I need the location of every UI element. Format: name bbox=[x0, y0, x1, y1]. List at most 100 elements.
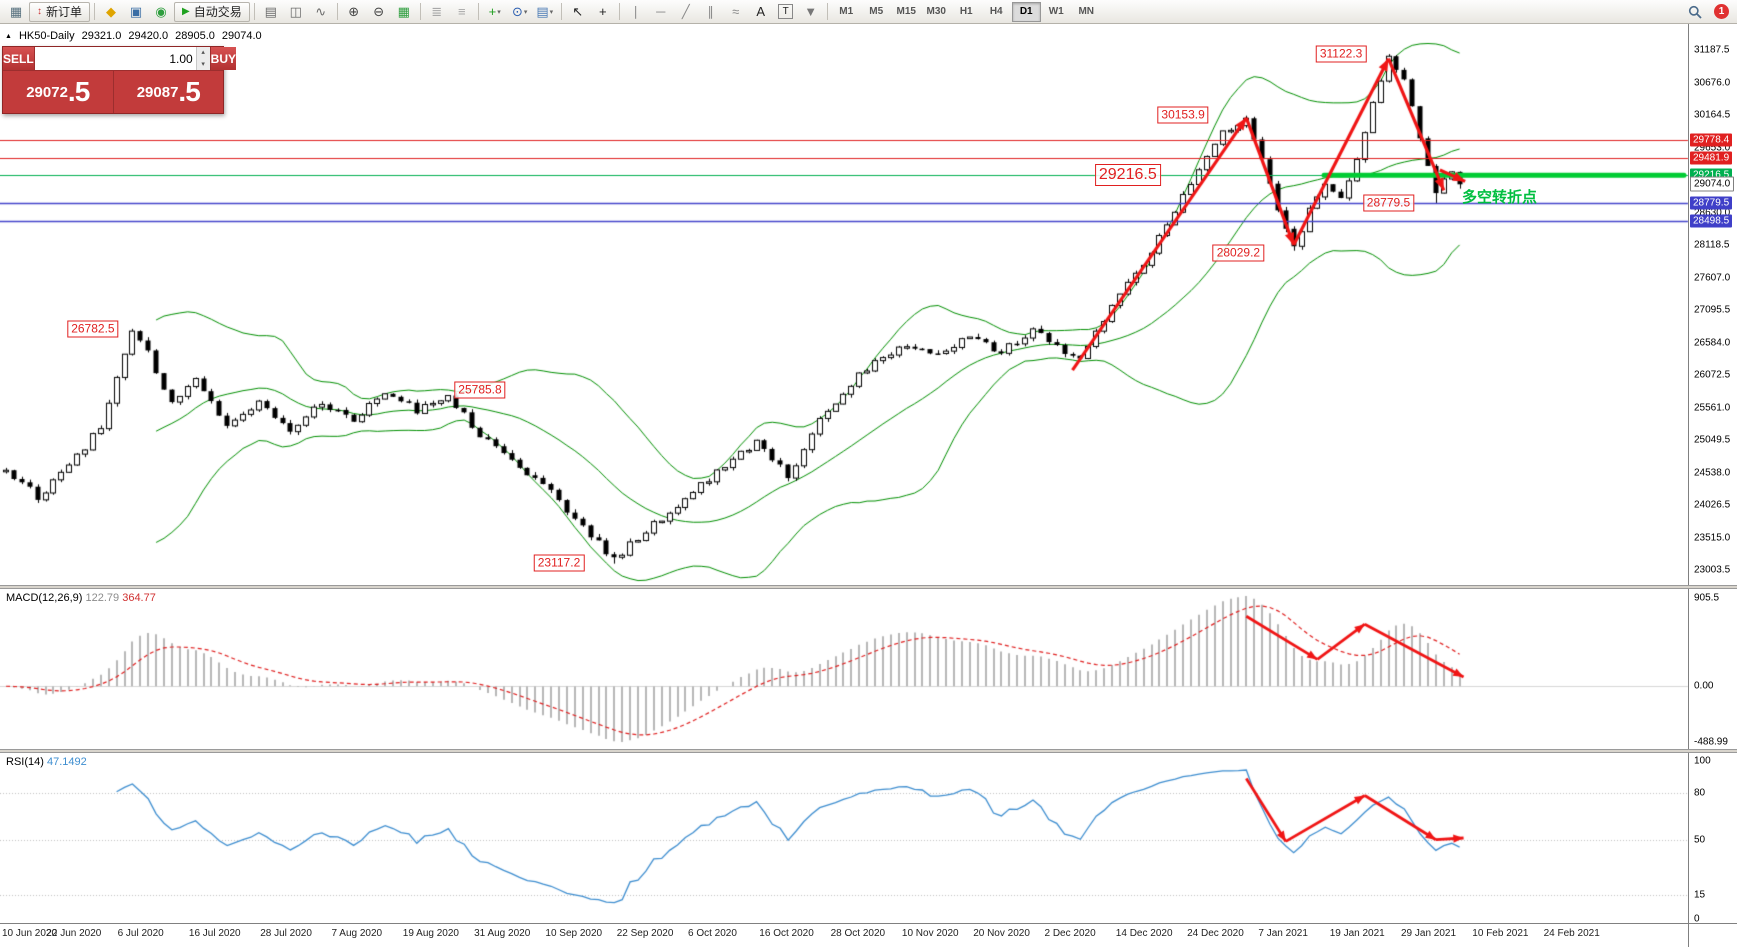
timeframe-h1[interactable]: H1 bbox=[959, 6, 973, 17]
time-axis-label: 24 Dec 2020 bbox=[1187, 928, 1244, 939]
price-annotation[interactable]: 26782.5 bbox=[67, 320, 119, 338]
timeframe-m1[interactable]: M1 bbox=[839, 6, 854, 17]
tile-windows-icon[interactable]: ▦ bbox=[397, 3, 410, 19]
sell-button[interactable]: SELL bbox=[3, 47, 34, 70]
timeframe-d1[interactable]: D1 bbox=[1011, 1, 1041, 22]
price-annotation[interactable]: 31122.3 bbox=[1315, 45, 1367, 63]
add-indicator-icon[interactable]: + ▾ bbox=[488, 4, 501, 19]
price-annotation[interactable]: 28779.5 bbox=[1362, 194, 1415, 212]
timeframe-mn[interactable]: MN bbox=[1078, 6, 1095, 17]
price-axis-label: 23515.0 bbox=[1694, 532, 1731, 544]
horizontal-line-icon[interactable]: ─ bbox=[656, 4, 666, 19]
timeframe-w1[interactable]: W1 bbox=[1048, 6, 1064, 17]
toolbar-separator bbox=[826, 3, 828, 20]
timeframe-m5[interactable]: M5 bbox=[869, 6, 884, 17]
timeframe-m30[interactable]: M30 bbox=[926, 6, 946, 17]
community-icon[interactable]: ◉ bbox=[155, 3, 167, 19]
rsi-axis-label: 15 bbox=[1694, 889, 1706, 901]
notification-badge[interactable]: 1 bbox=[1714, 4, 1729, 19]
autotrading-button[interactable]: ▶ 自动交易 bbox=[174, 1, 250, 22]
time-axis-label: 10 Jun 2020 bbox=[2, 928, 58, 939]
vertical-line-icon[interactable]: ∣ bbox=[632, 3, 639, 19]
price-axis-label: 28118.5 bbox=[1694, 239, 1730, 251]
time-axis-label: 10 Sep 2020 bbox=[545, 928, 603, 939]
price-axis-badge: 29074.0 bbox=[1690, 176, 1735, 192]
text-icon[interactable]: A bbox=[756, 4, 766, 19]
price-annotation[interactable]: 23117.2 bbox=[533, 554, 585, 572]
timeframe-h4[interactable]: H4 bbox=[989, 6, 1003, 17]
metaeditor-icon[interactable]: ◆ bbox=[106, 3, 117, 19]
buy-price[interactable]: 29087.5 bbox=[136, 76, 201, 107]
bar-chart-icon[interactable]: ▤ bbox=[264, 3, 277, 19]
volume-up-button[interactable]: ▴ bbox=[196, 47, 210, 59]
time-axis-label: 19 Jan 2021 bbox=[1329, 928, 1385, 939]
toolbar-separator bbox=[336, 3, 338, 20]
buy-button[interactable]: BUY bbox=[210, 47, 237, 70]
trade-panel-prices: 29072.5 29087.5 bbox=[3, 71, 223, 113]
price-axis-badge: 29481.9 bbox=[1690, 151, 1733, 165]
chart-window-icon[interactable]: ▦ bbox=[9, 3, 23, 19]
time-axis-label: 28 Oct 2020 bbox=[830, 928, 886, 939]
fibonacci-icon[interactable]: ≈ bbox=[732, 4, 740, 19]
shapes-icon[interactable]: ▼ bbox=[804, 4, 818, 19]
zoom-out-icon[interactable]: ⊖ bbox=[373, 3, 385, 19]
price-axis-label: 24538.0 bbox=[1694, 467, 1731, 479]
crosshair-icon[interactable]: + bbox=[598, 4, 607, 19]
sell-price[interactable]: 29072.5 bbox=[3, 71, 114, 113]
price-axis-label: 26072.5 bbox=[1694, 369, 1731, 381]
price-annotation[interactable]: 30153.9 bbox=[1157, 106, 1209, 124]
cursor-icon[interactable]: ↖ bbox=[572, 3, 584, 19]
price-axis-label: 31187.5 bbox=[1694, 44, 1730, 56]
search-icon[interactable] bbox=[1683, 1, 1707, 23]
toolbar-separator bbox=[94, 3, 96, 20]
chevron-down-icon: ▾ bbox=[523, 8, 528, 16]
timeframe-m15[interactable]: M15 bbox=[896, 6, 916, 17]
price-axis-label: 30676.0 bbox=[1694, 77, 1731, 88]
new-order-button[interactable]: ↕ 新订单 bbox=[29, 1, 91, 22]
timeframe-clock-icon[interactable]: ⊙ ▾ bbox=[512, 3, 528, 19]
time-axis-label: 6 Oct 2020 bbox=[688, 928, 737, 939]
price-axis-label: 24026.5 bbox=[1694, 499, 1731, 511]
macd-axis-label: -488.99 bbox=[1694, 736, 1728, 748]
autotrading-button-label: 自动交易 bbox=[193, 5, 242, 19]
time-axis-label: 7 Aug 2020 bbox=[331, 928, 383, 939]
line-chart-icon[interactable]: ∿ bbox=[315, 3, 327, 19]
rsi-axis-label: 80 bbox=[1694, 787, 1706, 799]
price-annotation[interactable]: 28029.2 bbox=[1212, 244, 1265, 262]
time-axis-label: 29 Jan 2021 bbox=[1401, 928, 1457, 939]
turning-point-note[interactable]: 多空转折点 bbox=[1462, 189, 1538, 206]
zoom-in-icon[interactable]: ⊕ bbox=[348, 3, 360, 19]
channel-icon[interactable]: ∥ bbox=[707, 3, 714, 19]
price-axis-badge: 28779.5 bbox=[1690, 196, 1733, 210]
time-axis-label: 10 Nov 2020 bbox=[901, 928, 959, 939]
toolbar-items: ▦ ↕ 新订单 ◆ ▣ ◉ ▶ 自动交易 ▤ ◫ ∿ ⊕ ⊖ ▦ ≣ ≡ + ▾ ⊙ ▾ ▤ ▾ ↖ + ∣ ─ ╱ ∥ ≈ A T ▼ M1 M… bbox=[4, 1, 1101, 23]
time-axis-label: 6 Jul 2020 bbox=[117, 928, 164, 939]
macd-indicator-label: MACD(12,26,9) 122.79 364.77 bbox=[6, 592, 156, 604]
market-icon[interactable]: ▣ bbox=[129, 3, 143, 19]
time-axis-label: 2 Dec 2020 bbox=[1044, 928, 1096, 939]
ohlc-close: 29074.0 bbox=[221, 30, 262, 42]
time-axis-label: 22 Sep 2020 bbox=[616, 928, 674, 939]
trendline-icon[interactable]: ╱ bbox=[681, 3, 690, 19]
chart-canvas[interactable] bbox=[0, 24, 1737, 947]
data-window-icon[interactable]: ≣ bbox=[431, 3, 443, 19]
chevron-down-icon: ▾ bbox=[549, 8, 554, 16]
price-axis-border bbox=[1688, 24, 1689, 947]
candlestick-chart-icon[interactable]: ◫ bbox=[289, 3, 302, 19]
macd-axis-label: 0.00 bbox=[1694, 680, 1714, 692]
price-annotation[interactable]: 25785.8 bbox=[454, 381, 506, 399]
text-label-icon[interactable]: T bbox=[774, 1, 798, 23]
volume-down-button[interactable]: ▾ bbox=[196, 58, 210, 70]
panel-splitter[interactable] bbox=[0, 749, 1737, 753]
strategy-tester-icon[interactable]: ≡ bbox=[457, 4, 466, 19]
volume-stepper: ▴ ▾ bbox=[195, 47, 210, 70]
toolbar-separator bbox=[419, 3, 421, 20]
time-axis-label: 16 Oct 2020 bbox=[759, 928, 814, 939]
volume-input[interactable] bbox=[34, 47, 196, 70]
price-axis-label: 29653.0 bbox=[1694, 142, 1731, 153]
collapse-triangle-icon[interactable]: ▲ bbox=[5, 32, 12, 40]
price-annotation[interactable]: 29216.5 bbox=[1094, 164, 1161, 187]
template-icon[interactable]: ▤ ▾ bbox=[536, 3, 554, 19]
panel-splitter[interactable] bbox=[0, 585, 1737, 589]
